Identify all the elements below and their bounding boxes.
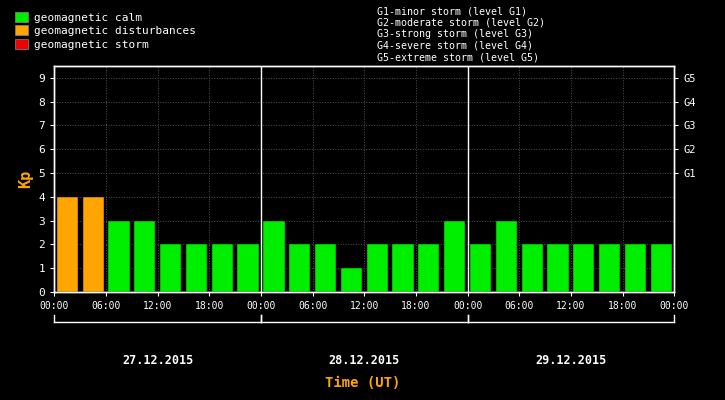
Text: 28.12.2015: 28.12.2015 <box>328 354 400 367</box>
Text: G1-minor storm (level G1)
G2-moderate storm (level G2)
G3-strong storm (level G3: G1-minor storm (level G1) G2-moderate st… <box>377 6 545 62</box>
Bar <box>83 197 104 292</box>
Bar <box>315 244 336 292</box>
Text: Time (UT): Time (UT) <box>325 376 400 390</box>
Bar <box>521 244 543 292</box>
Bar <box>470 244 491 292</box>
Bar <box>263 221 284 292</box>
Bar <box>418 244 439 292</box>
Bar <box>392 244 414 292</box>
Y-axis label: Kp: Kp <box>18 170 33 188</box>
Bar <box>289 244 310 292</box>
Bar <box>108 221 130 292</box>
Bar <box>57 197 78 292</box>
Bar <box>547 244 568 292</box>
Bar <box>341 268 362 292</box>
Bar <box>444 221 465 292</box>
Bar <box>651 244 672 292</box>
Bar <box>160 244 181 292</box>
Bar <box>496 221 517 292</box>
Bar <box>186 244 207 292</box>
Legend: geomagnetic calm, geomagnetic disturbances, geomagnetic storm: geomagnetic calm, geomagnetic disturbanc… <box>13 10 198 52</box>
Bar <box>573 244 594 292</box>
Bar <box>134 221 155 292</box>
Text: 27.12.2015: 27.12.2015 <box>122 354 194 367</box>
Bar <box>367 244 388 292</box>
Bar <box>625 244 646 292</box>
Bar <box>238 244 259 292</box>
Bar <box>599 244 621 292</box>
Text: 29.12.2015: 29.12.2015 <box>535 354 607 367</box>
Bar <box>212 244 233 292</box>
